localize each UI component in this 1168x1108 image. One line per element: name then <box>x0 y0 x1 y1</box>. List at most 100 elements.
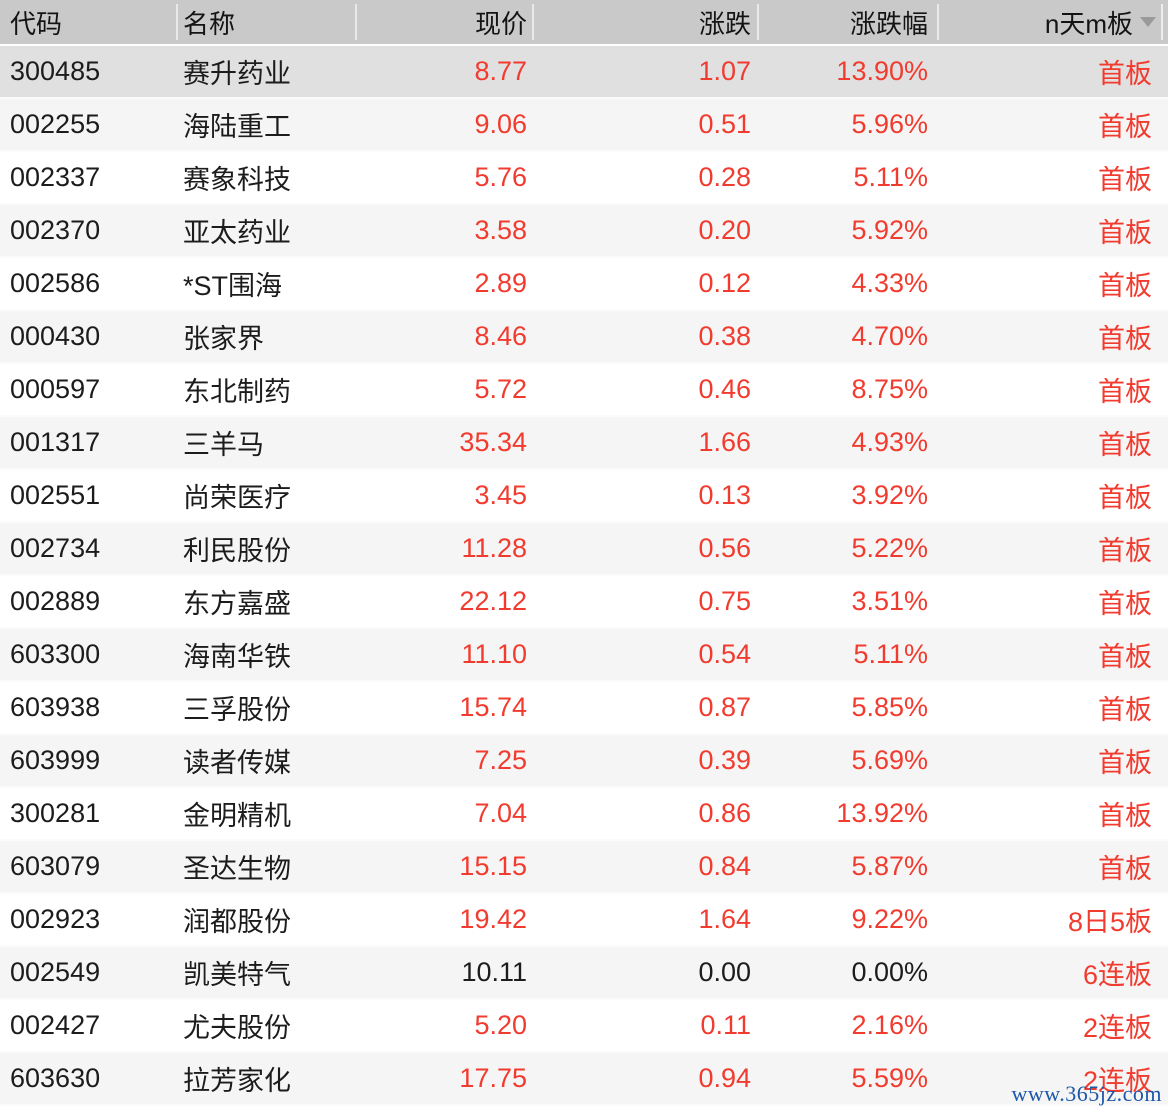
stock-price: 11.10 <box>461 639 527 669</box>
stock-board: 首板 <box>1098 642 1152 672</box>
stock-code: 603630 <box>10 1063 101 1093</box>
table-row[interactable]: 002551 尚荣医疗 3.45 0.13 3.92% 首板 <box>0 470 1168 523</box>
stock-name: 赛象科技 <box>183 165 291 195</box>
stock-change: 1.07 <box>698 56 751 86</box>
table-row[interactable]: 300281 金明精机 7.04 0.86 13.92% 首板 <box>0 788 1168 841</box>
stock-board: 2连板 <box>1082 1066 1152 1096</box>
stock-change: 0.86 <box>698 798 751 828</box>
table-row[interactable]: 002586 *ST围海 2.89 0.12 4.33% 首板 <box>0 258 1168 311</box>
stock-board: 首板 <box>1098 430 1152 460</box>
stock-change: 0.13 <box>698 480 751 510</box>
column-header-pct-label: 涨跌幅 <box>849 8 928 39</box>
stock-board: 首板 <box>1098 324 1152 354</box>
stock-price: 8.77 <box>474 56 527 86</box>
watermark: www.365jz.com <box>1011 1081 1162 1106</box>
stock-name: 利民股份 <box>183 536 291 566</box>
stock-name: 东方嘉盛 <box>183 589 291 619</box>
stock-code: 000430 <box>10 321 101 351</box>
column-header-change[interactable]: 涨跌 <box>532 0 758 44</box>
stock-name: 东北制药 <box>183 377 291 407</box>
stock-pct: 5.92% <box>851 215 928 245</box>
stock-pct: 13.92% <box>836 798 928 828</box>
stock-name: 金明精机 <box>183 801 291 831</box>
table-row[interactable]: 603079 圣达生物 15.15 0.84 5.87% 首板 <box>0 841 1168 894</box>
stock-board: 首板 <box>1098 59 1152 89</box>
stock-price: 11.28 <box>461 533 527 563</box>
stock-pct: 5.96% <box>851 109 928 139</box>
stock-code: 002586 <box>10 268 101 298</box>
table-row[interactable]: 603300 海南华铁 11.10 0.54 5.11% 首板 <box>0 629 1168 682</box>
stock-price: 9.06 <box>474 109 527 139</box>
column-header-change-label: 涨跌 <box>698 8 751 39</box>
stock-name: 张家界 <box>183 324 264 354</box>
stock-pct: 13.90% <box>836 56 928 86</box>
table-row[interactable]: 603999 读者传媒 7.25 0.39 5.69% 首板 <box>0 735 1168 788</box>
stock-change: 0.39 <box>698 745 751 775</box>
table-row[interactable]: 002337 赛象科技 5.76 0.28 5.11% 首板 <box>0 152 1168 205</box>
stock-price: 17.75 <box>459 1063 527 1093</box>
stock-pct: 9.22% <box>851 904 928 934</box>
table-row[interactable]: 603630 拉芳家化 17.75 0.94 5.59% 2连板 <box>0 1053 1168 1106</box>
stock-price: 7.04 <box>474 798 527 828</box>
column-header-board[interactable]: n天m板 <box>937 0 1168 44</box>
table-row[interactable]: 300485 赛升药业 8.77 1.07 13.90% 首板 <box>0 46 1168 99</box>
table-row[interactable]: 000430 张家界 8.46 0.38 4.70% 首板 <box>0 311 1168 364</box>
stock-change: 0.87 <box>698 692 751 722</box>
stock-code: 603300 <box>10 639 101 669</box>
stock-code: 002923 <box>10 904 101 934</box>
table-row[interactable]: 603938 三孚股份 15.74 0.87 5.85% 首板 <box>0 682 1168 735</box>
table-header: 代码 名称 现价 涨跌 涨跌幅 n天m板 <box>0 0 1168 44</box>
stock-change: 1.66 <box>698 427 751 457</box>
stock-price: 8.46 <box>474 321 527 351</box>
table-row[interactable]: 002889 东方嘉盛 22.12 0.75 3.51% 首板 <box>0 576 1168 629</box>
column-header-code[interactable]: 代码 <box>0 0 177 44</box>
stock-pct: 3.92% <box>851 480 928 510</box>
table-row[interactable]: 002923 润都股份 19.42 1.64 9.22% 8日5板 <box>0 894 1168 947</box>
table-row[interactable]: 002549 凯美特气 10.11 0.00 0.00% 6连板 <box>0 947 1168 1000</box>
stock-pct: 2.16% <box>851 1010 928 1040</box>
stock-change: 0.75 <box>698 586 751 616</box>
stock-pct: 0.00% <box>851 957 928 987</box>
stock-board: 首板 <box>1098 589 1152 619</box>
stock-change: 0.28 <box>698 162 751 192</box>
stock-code: 002255 <box>10 109 101 139</box>
column-header-code-label: 代码 <box>10 8 63 39</box>
table-row[interactable]: 000597 东北制药 5.72 0.46 8.75% 首板 <box>0 364 1168 417</box>
stock-pct: 8.75% <box>851 374 928 404</box>
stock-code: 002734 <box>10 533 101 563</box>
table-row[interactable]: 002734 利民股份 11.28 0.56 5.22% 首板 <box>0 523 1168 576</box>
stock-name: 赛升药业 <box>183 59 291 89</box>
table-row[interactable]: 002370 亚太药业 3.58 0.20 5.92% 首板 <box>0 205 1168 258</box>
stock-board: 首板 <box>1098 854 1152 884</box>
stock-board: 首板 <box>1098 695 1152 725</box>
stock-board: 首板 <box>1098 377 1152 407</box>
stock-change: 0.46 <box>698 374 751 404</box>
stock-change: 0.20 <box>698 215 751 245</box>
column-header-name-label: 名称 <box>183 8 236 39</box>
table-row[interactable]: 002255 海陆重工 9.06 0.51 5.96% 首板 <box>0 99 1168 152</box>
column-header-name[interactable]: 名称 <box>176 0 356 44</box>
stock-name: 润都股份 <box>183 907 291 937</box>
column-header-price[interactable]: 现价 <box>355 0 533 44</box>
stock-name: 三孚股份 <box>183 695 291 725</box>
stock-change: 0.38 <box>698 321 751 351</box>
stock-board: 首板 <box>1098 748 1152 778</box>
stock-pct: 5.59% <box>851 1063 928 1093</box>
stock-board: 2连板 <box>1082 1013 1152 1043</box>
stock-change: 0.56 <box>698 533 751 563</box>
stock-board: 首板 <box>1098 483 1152 513</box>
stock-code: 603938 <box>10 692 101 722</box>
stock-board: 首板 <box>1098 112 1152 142</box>
stock-pct: 5.87% <box>851 851 928 881</box>
table-row[interactable]: 001317 三羊马 35.34 1.66 4.93% 首板 <box>0 417 1168 470</box>
stock-change: 0.12 <box>698 268 751 298</box>
stock-name: 海南华铁 <box>183 642 291 672</box>
stock-pct: 4.33% <box>851 268 928 298</box>
stock-change: 1.64 <box>698 904 751 934</box>
stock-code: 002551 <box>10 480 101 510</box>
table-row[interactable]: 002427 尤夫股份 5.20 0.11 2.16% 2连板 <box>0 1000 1168 1053</box>
stock-board: 首板 <box>1098 165 1152 195</box>
stock-code: 603999 <box>10 745 101 775</box>
column-header-pct[interactable]: 涨跌幅 <box>757 0 938 44</box>
